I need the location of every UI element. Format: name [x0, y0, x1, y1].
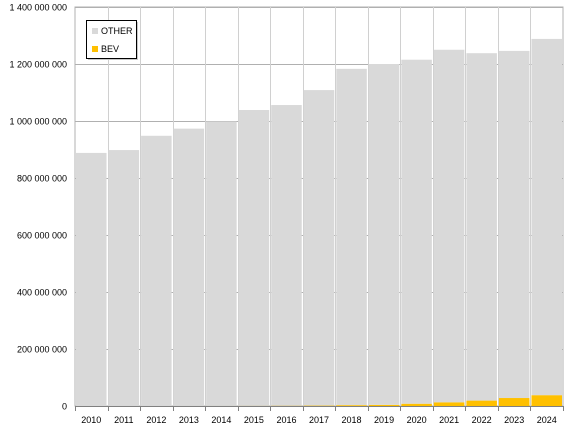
- bar-bev-2018: [336, 405, 367, 406]
- legend-swatch-bev: [92, 46, 98, 52]
- y-tick-label: 600 000 000: [17, 231, 67, 241]
- y-tick-label: 800 000 000: [17, 174, 67, 184]
- x-tick-label: 2024: [537, 415, 557, 425]
- x-tick-label: 2014: [211, 415, 231, 425]
- bar-other-2023: [499, 51, 530, 398]
- y-tick-label: 1 200 000 000: [9, 60, 67, 70]
- bar-bev-2023: [499, 398, 530, 406]
- bar-bev-2019: [369, 405, 400, 406]
- y-tick-label: 0: [62, 402, 67, 412]
- bar-other-2014: [206, 121, 237, 405]
- x-tick-label: 2013: [179, 415, 199, 425]
- y-tick-label: 200 000 000: [17, 345, 67, 355]
- bar-other-2017: [304, 90, 335, 405]
- x-tick-label: 2015: [244, 415, 264, 425]
- bar-other-2015: [239, 110, 270, 406]
- bar-other-2021: [434, 50, 465, 403]
- bar-other-2024: [531, 39, 562, 395]
- x-tick-label: 2012: [146, 415, 166, 425]
- y-tick-label: 400 000 000: [17, 288, 67, 298]
- legend-swatch-other: [92, 28, 98, 34]
- bar-other-2020: [401, 60, 432, 404]
- bar-other-2012: [141, 136, 172, 406]
- bar-bev-2021: [434, 402, 465, 406]
- bar-bev-2024: [531, 395, 562, 406]
- x-tick-label: 2017: [309, 415, 329, 425]
- bar-bev-2020: [401, 404, 432, 406]
- legend-label-other: OTHER: [101, 26, 133, 36]
- x-tick-label: 2022: [472, 415, 492, 425]
- legend-label-bev: BEV: [101, 44, 119, 54]
- y-tick-label: 1 000 000 000: [9, 117, 67, 127]
- bar-other-2016: [271, 105, 302, 406]
- bar-other-2011: [109, 150, 140, 406]
- x-tick-label: 2023: [504, 415, 524, 425]
- bar-other-2010: [76, 153, 107, 406]
- x-tick-label: 2019: [374, 415, 394, 425]
- x-tick-label: 2018: [342, 415, 362, 425]
- x-tick-label: 2010: [81, 415, 101, 425]
- x-tick-label: 2021: [439, 415, 459, 425]
- legend: OTHER BEV: [87, 21, 139, 61]
- y-tick-label: 1 400 000 000: [9, 3, 67, 13]
- x-tick-label: 2016: [276, 415, 296, 425]
- bar-other-2019: [369, 64, 400, 405]
- x-tick-label: 2020: [407, 415, 427, 425]
- bar-bev-2022: [466, 401, 497, 406]
- bar-other-2013: [174, 129, 205, 406]
- bar-other-2022: [466, 53, 497, 400]
- bar-other-2018: [336, 69, 367, 405]
- x-tick-label: 2011: [114, 415, 133, 425]
